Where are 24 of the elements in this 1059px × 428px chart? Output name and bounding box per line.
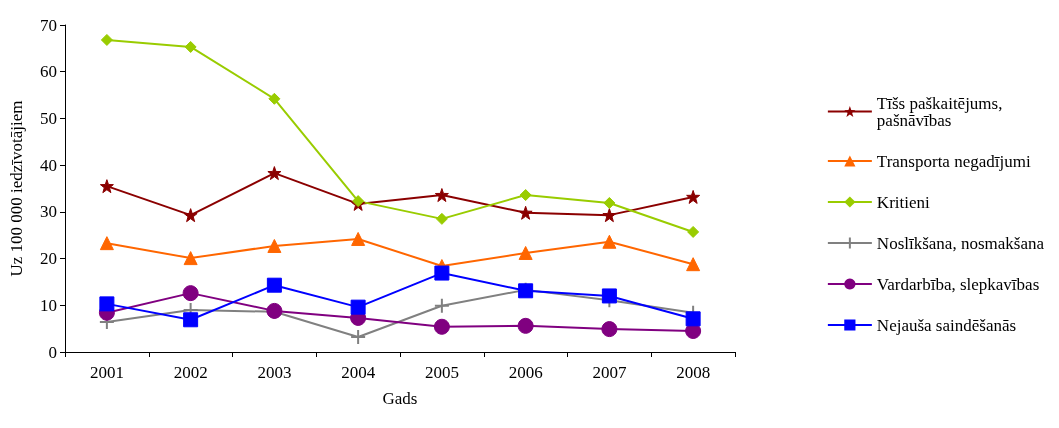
legend-label: Nejauša saindēšanās	[876, 315, 1017, 335]
y-tick-label: 60	[40, 62, 57, 82]
x-tick-label: 2007	[592, 363, 627, 382]
y-tick-label: 10	[40, 295, 57, 315]
x-tick-label: 2008	[676, 363, 711, 382]
y-axis-title: Uz 100 000 iedzīvotājiem	[7, 100, 26, 277]
x-tick-label: 2004	[341, 363, 376, 382]
y-tick-label: 0	[48, 342, 57, 362]
legend-label: Tīšs paškaitējums, pašnāvības	[876, 93, 1007, 130]
y-tick-label: 70	[40, 15, 57, 35]
legend-label: Noslīkšana, nosmakšana	[876, 233, 1045, 253]
legend-label: Vardarbība, slepkavības	[876, 274, 1040, 294]
x-tick-label: 2005	[424, 363, 459, 382]
legend-label: Kritieni	[876, 192, 931, 212]
y-tick-label: 40	[40, 155, 57, 175]
y-tick-label: 20	[40, 249, 57, 269]
x-tick-label: 2003	[257, 363, 292, 382]
x-tick-label: 2002	[173, 363, 208, 382]
x-axis-title: Gads	[382, 389, 418, 408]
x-tick-label: 2006	[508, 363, 543, 382]
legend-label: Transporta negadījumi	[876, 151, 1031, 171]
y-tick-label: 30	[40, 202, 57, 222]
y-tick-label: 50	[40, 108, 57, 128]
x-tick-label: 2001	[89, 363, 124, 382]
